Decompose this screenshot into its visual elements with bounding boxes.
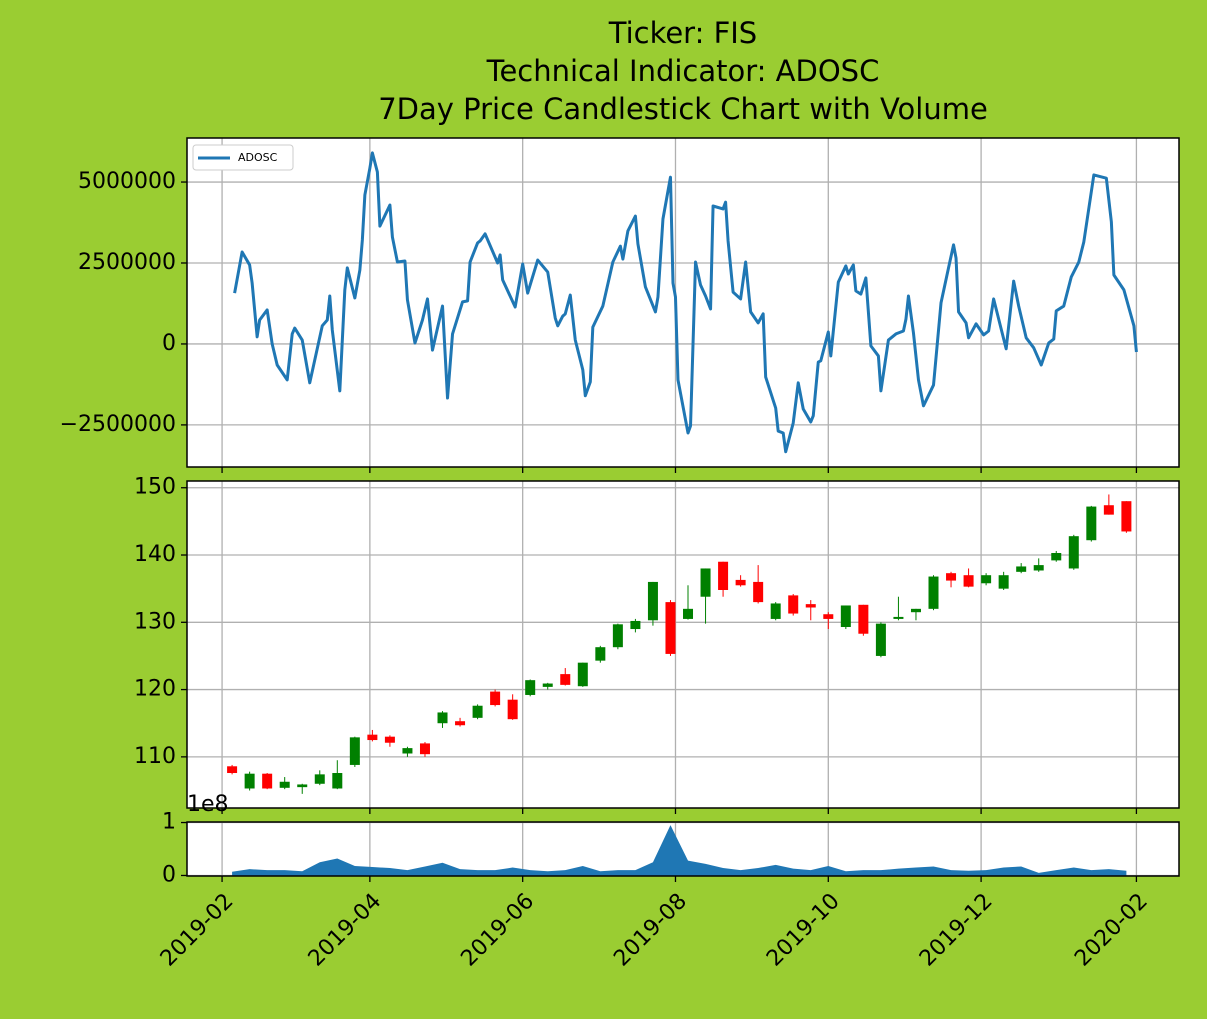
candle-body <box>700 568 711 597</box>
candle-body <box>963 575 974 587</box>
y-tick-label: 0 <box>162 331 176 356</box>
candle-body <box>928 576 939 609</box>
offset-label: 1e8 <box>187 792 229 817</box>
y-tick-label: 5000000 <box>78 169 176 194</box>
candle-body <box>718 561 729 590</box>
candle-body <box>910 608 921 613</box>
candle-body <box>490 691 501 706</box>
candle-body <box>840 605 851 628</box>
candle-body <box>227 766 238 774</box>
y-tick-label: −2500000 <box>60 412 176 437</box>
candle-body <box>262 773 273 789</box>
plot-frame <box>186 821 1180 877</box>
candle-body <box>1103 505 1114 515</box>
title-line: Ticker: FIS <box>608 16 757 50</box>
candle-body <box>753 581 764 603</box>
legend-label: ADOSC <box>238 151 278 164</box>
candle-body <box>402 748 413 754</box>
candle-body <box>577 662 588 687</box>
candle-body <box>875 623 886 656</box>
candle-body <box>455 721 466 726</box>
candle-body <box>770 603 781 619</box>
candle-body <box>893 616 904 619</box>
candle-body <box>683 608 694 619</box>
candle-body <box>297 784 308 788</box>
candle-body <box>1051 552 1062 561</box>
y-tick-label: 120 <box>134 677 176 702</box>
candle-body <box>612 624 623 648</box>
candle-body <box>419 743 430 755</box>
candle-body <box>525 680 536 695</box>
candle-body <box>735 579 746 586</box>
title-line: 7Day Price Candlestick Chart with Volume <box>378 92 988 126</box>
y-tick-label: 1 <box>162 810 176 835</box>
line-series <box>233 151 1138 454</box>
candle-body <box>595 647 606 661</box>
candle-body <box>1121 501 1132 532</box>
candle-body <box>314 774 325 784</box>
candle-body <box>472 705 483 718</box>
y-tick-label: 140 <box>134 542 176 567</box>
candle-body <box>1033 565 1044 571</box>
candle-body <box>946 573 957 581</box>
candle-body <box>332 773 343 789</box>
candle-body <box>542 683 553 687</box>
candle-body <box>1068 536 1079 569</box>
y-tick-label: 110 <box>134 744 176 769</box>
candle-body <box>998 575 1009 589</box>
volume-area <box>232 825 1127 876</box>
candle-body <box>647 581 658 621</box>
candle-body <box>279 781 290 788</box>
y-tick-label: 130 <box>134 609 176 634</box>
plot-frame <box>186 137 1180 468</box>
legend-box <box>192 144 294 171</box>
candle-body <box>981 575 992 584</box>
candle-body <box>858 604 869 634</box>
candle-body <box>1086 506 1097 541</box>
y-tick-label: 150 <box>134 475 176 500</box>
plot-area <box>187 138 1179 467</box>
candle-body <box>367 734 378 741</box>
candle-body <box>665 602 676 654</box>
y-tick-label: 0 <box>162 862 176 887</box>
candle-body <box>630 620 641 630</box>
y-tick-label: 2500000 <box>78 250 176 275</box>
candle-body <box>507 699 518 720</box>
candle-body <box>349 737 360 765</box>
candle-body <box>384 736 395 743</box>
candle-body <box>805 604 816 608</box>
plot-area <box>187 481 1179 808</box>
candle-body <box>244 773 255 789</box>
candle-body <box>437 712 448 724</box>
candle-body <box>560 674 571 685</box>
candle-body <box>1016 566 1027 572</box>
candle-body <box>823 614 834 619</box>
plot-frame <box>186 480 1180 809</box>
title-line: Technical Indicator: ADOSC <box>486 54 880 88</box>
candle-body <box>788 595 799 614</box>
